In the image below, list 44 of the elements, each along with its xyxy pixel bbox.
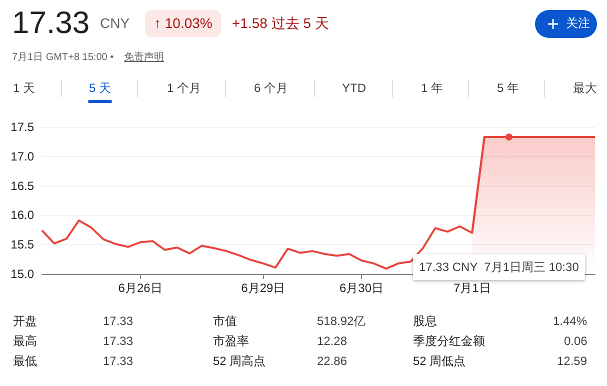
- text: 518.92亿: [317, 314, 366, 328]
- y-tick-label: 17.5: [10, 120, 34, 134]
- text: 12.28: [317, 334, 348, 348]
- text: 5 天: [89, 81, 112, 95]
- text: 17.33: [103, 334, 134, 348]
- text: 17.33: [103, 354, 134, 368]
- text: 22.86: [317, 354, 348, 368]
- text: 5 年: [497, 81, 520, 95]
- x-tick-label: 7月1日: [453, 281, 491, 295]
- text: 关注: [566, 16, 590, 30]
- text: 1 年: [421, 81, 444, 95]
- text: 免责声明: [124, 52, 164, 63]
- text: YTD: [342, 81, 366, 95]
- x-tick-label: 6月30日: [339, 281, 384, 295]
- text: 最大: [573, 81, 597, 95]
- text: 52 周高点: [213, 354, 266, 368]
- text: 开盘: [13, 314, 37, 328]
- text: 52 周低点: [413, 354, 466, 368]
- text: 12.59: [557, 354, 588, 368]
- text: 季度分红金额: [413, 334, 485, 348]
- text: 1 天: [13, 81, 36, 95]
- x-tick-label: 6月26日: [118, 281, 162, 295]
- y-tick-label: 17.0: [10, 149, 34, 164]
- text: 1 个月: [167, 81, 202, 95]
- text: 市值: [213, 314, 237, 328]
- text: CNY: [100, 15, 130, 31]
- x-tick-label: 6月29日: [241, 281, 286, 295]
- text: +1.58 过去 5 天: [232, 15, 329, 31]
- text: 17.33: [103, 314, 134, 328]
- annotation: 17.33 CNY 7月1日周三 10:30: [413, 254, 585, 280]
- y-tick-label: 16.5: [10, 178, 34, 193]
- text: 最高: [13, 334, 37, 348]
- text: 0.06: [564, 334, 588, 348]
- text: 6 个月: [254, 81, 288, 95]
- text: 1.44%: [553, 314, 588, 328]
- text: 最低: [13, 354, 37, 368]
- y-tick-label: 16.0: [10, 208, 34, 222]
- text: 股息: [413, 314, 437, 328]
- text: 17.33: [12, 5, 90, 40]
- y-tick-label: 15.5: [10, 238, 34, 252]
- text: 市盈率: [213, 334, 249, 348]
- text: 7月1日 GMT+8 15:00 •: [12, 52, 114, 63]
- text: ↑ 10.03%: [145, 10, 222, 37]
- y-tick-label: 15.0: [10, 267, 34, 281]
